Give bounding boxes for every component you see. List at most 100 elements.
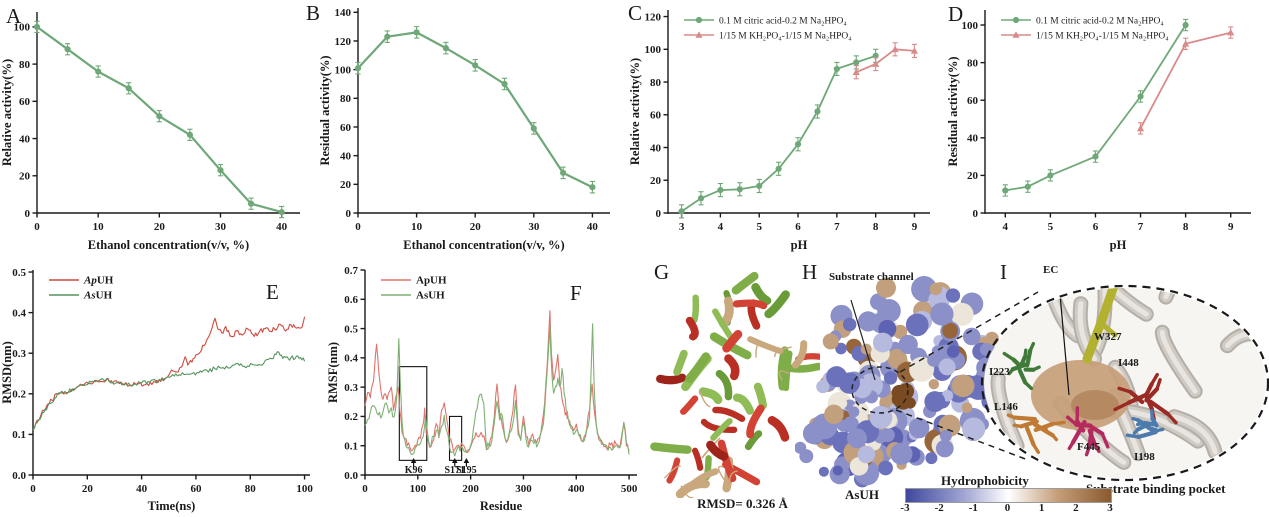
panel-letter-d: D [948,2,964,26]
svg-text:1/15 M KH₂PO₄-1/15 M Na₂HPO₄: 1/15 M KH₂PO₄-1/15 M Na₂HPO₄ [719,32,852,42]
svg-text:0.2: 0.2 [12,389,26,401]
svg-text:9: 9 [1228,221,1234,233]
svg-text:20: 20 [967,170,979,182]
svg-text:3: 3 [679,221,685,233]
svg-text:0.0: 0.0 [344,470,358,482]
svg-text:5: 5 [1048,221,1054,233]
svg-text:S195: S195 [456,465,477,476]
colorbar-tick: 2 [1073,502,1079,514]
svg-text:4: 4 [718,221,724,233]
svg-text:S171: S171 [445,465,466,476]
svg-text:60: 60 [190,483,202,495]
svg-text:7: 7 [1138,221,1144,233]
svg-text:0.2: 0.2 [344,411,358,423]
panel-c-chart: 3 4 5 6 7 8 9 0 20 40 60 80 100 120 pH Relative activit… [628,10,930,252]
svg-text:10: 10 [93,221,105,233]
panel-d-chart: 4 5 6 7 8 9 0 20 40 60 80 100 pH Residual activity(%)… [946,10,1251,252]
svg-text:300: 300 [515,483,532,495]
asuh-label: AsUH [845,487,879,502]
svg-text:20: 20 [82,483,94,495]
svg-text:40: 40 [19,133,31,145]
svg-text:K96: K96 [405,465,423,476]
svg-text:0.1 M citric acid-0.2 M Na₂HPO: 0.1 M citric acid-0.2 M Na₂HPO₄ [719,17,847,27]
svg-text:Residual activity(%): Residual activity(%) [946,56,960,166]
svg-text:Residue: Residue [480,499,523,513]
rmsd-caption: RMSD= 0.326 Å [697,496,788,511]
svg-text:120: 120 [645,11,662,23]
residue-label-i223: I223 [989,366,1010,378]
svg-text:400: 400 [568,483,585,495]
svg-text:100: 100 [296,483,313,495]
svg-text:pH: pH [791,238,808,252]
svg-text:6: 6 [1093,221,1099,233]
svg-text:0: 0 [973,208,979,220]
svg-text:AsUH: AsUH [416,290,445,302]
svg-text:ApUH: ApUH [83,275,114,287]
svg-text:30: 30 [215,221,227,233]
svg-text:60: 60 [340,122,352,134]
svg-text:0: 0 [25,208,31,220]
colorbar-tick: 3 [1107,502,1113,514]
svg-text:100: 100 [645,44,662,56]
svg-text:10: 10 [411,221,423,233]
panel-letter-e: E [266,280,280,304]
svg-text:8: 8 [873,221,879,233]
svg-text:60: 60 [19,96,31,108]
svg-text:0.0: 0.0 [12,470,26,482]
svg-text:Ethanol concentration(v/v, %): Ethanol concentration(v/v, %) [403,238,564,252]
svg-text:0: 0 [34,221,40,233]
svg-text:40: 40 [650,142,662,154]
svg-text:40: 40 [136,483,148,495]
svg-text:6: 6 [795,221,801,233]
panel-i-binding-pocket [980,284,1269,482]
svg-text:RMSD(nm): RMSD(nm) [0,341,14,404]
panel-letter-b: B [306,1,321,25]
svg-text:40: 40 [340,150,352,162]
svg-text:140: 140 [335,7,352,19]
svg-text:0: 0 [656,208,662,220]
colorbar-tick: -3 [900,502,910,514]
svg-text:20: 20 [154,221,166,233]
svg-text:100: 100 [335,64,352,76]
colorbar-tick: 1 [1038,502,1045,514]
panel-b-chart: 0 10 20 30 40 0 20 40 60 80 100 120 140 Ethanol conce… [318,7,610,252]
svg-text:40: 40 [967,133,979,145]
panel-g-structure-overlay [650,271,820,498]
panel-a-chart: 0 10 20 30 40 0 20 40 60 80 100 Ethanol concentrati… [0,12,300,252]
residue-label-i198: I198 [1134,451,1155,463]
svg-text:500: 500 [621,483,638,495]
residue-label-f445: F445 [1077,441,1101,453]
svg-text:0.1 M citric acid-0.2 M Na₂HPO: 0.1 M citric acid-0.2 M Na₂HPO₄ [1036,17,1164,27]
svg-text:8: 8 [1183,221,1189,233]
svg-text:40: 40 [587,221,599,233]
svg-text:0.4: 0.4 [12,307,26,319]
substrate-channel-label: Substrate channel [829,271,914,283]
svg-text:0.5: 0.5 [344,323,358,335]
panel-letter-a: A [6,4,22,28]
svg-text:100: 100 [410,483,427,495]
svg-text:Residual activity(%): Residual activity(%) [318,55,332,165]
colorbar-tick: 0 [1004,502,1011,514]
svg-text:0: 0 [355,221,361,233]
svg-text:0.3: 0.3 [12,348,26,360]
panel-e-chart: 0 20 40 60 80 100 0.0 0.1 0.2 0.3 0.4 0.5 Time(ns) RM… [0,267,313,513]
svg-text:0.5: 0.5 [12,267,26,279]
svg-text:100: 100 [962,20,979,32]
panel-f-chart: 0 100 200 300 400 500 0.0 0.1 0.2 0.3 0.4 0.5 0.6 0.7… [326,265,638,513]
svg-text:80: 80 [967,57,979,69]
residue-label-w327: W327 [1094,331,1122,343]
svg-text:7: 7 [834,221,840,233]
residue-label-l146: L146 [994,401,1018,413]
svg-text:0.6: 0.6 [344,294,358,306]
svg-text:AsUH: AsUH [83,290,113,302]
colorbar-tick: -1 [968,502,978,514]
svg-text:Time(ns): Time(ns) [148,499,196,513]
panel-letter-c: C [628,1,643,25]
svg-text:80: 80 [245,483,257,495]
svg-text:20: 20 [650,175,662,187]
svg-text:5: 5 [756,221,762,233]
residue-label-i448: I448 [1118,357,1139,369]
svg-text:20: 20 [470,221,482,233]
panel-letter-i: I [1000,260,1008,284]
